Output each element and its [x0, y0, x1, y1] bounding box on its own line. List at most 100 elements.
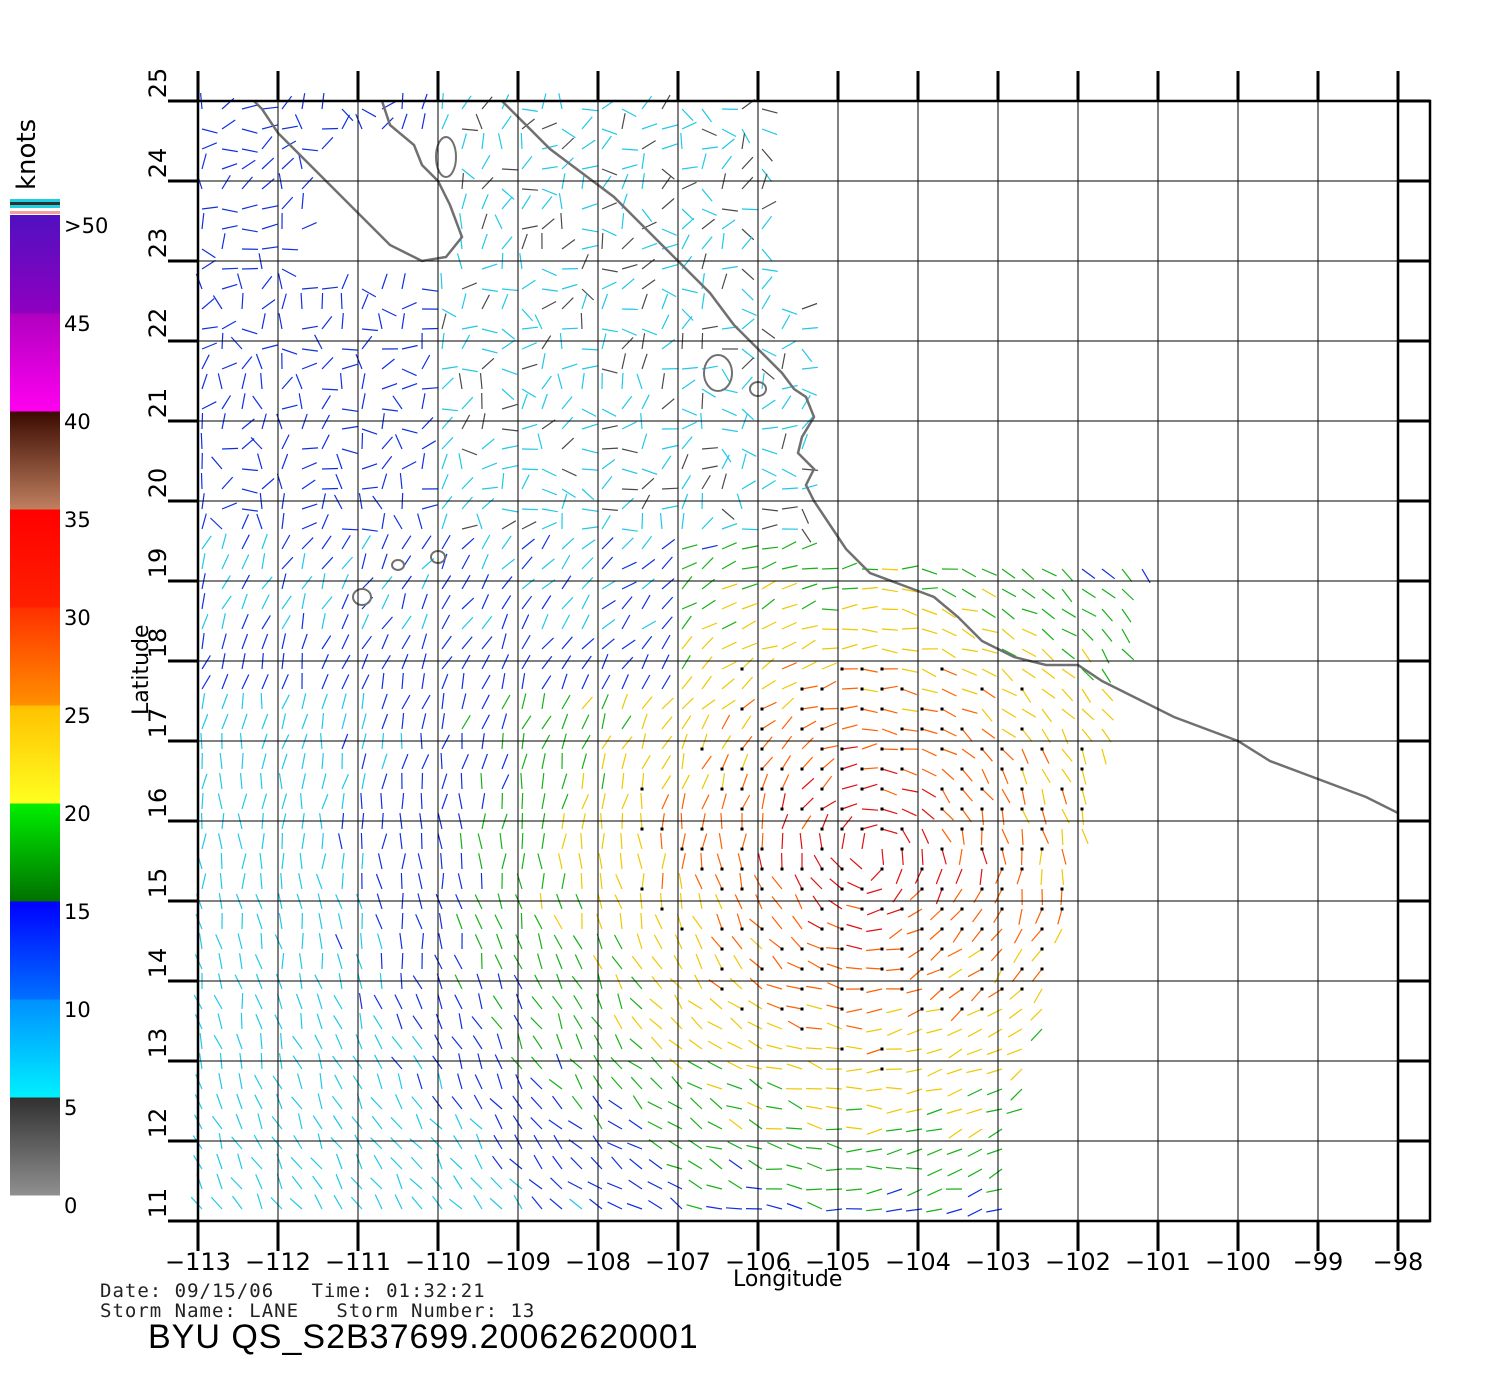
colorbar-cap: [10, 202, 60, 205]
wind-vector: [821, 567, 839, 570]
wind-vector: [314, 334, 323, 350]
wind-vector: [866, 1088, 883, 1092]
wind-vector: [714, 954, 723, 970]
wind-vector: [781, 582, 798, 590]
wind-vector: [826, 1168, 843, 1172]
wind-vector: [581, 773, 585, 790]
wind-vector: [421, 772, 424, 790]
wind-vector: [458, 453, 463, 470]
wind-vector: [381, 117, 394, 130]
wind-vector: [601, 368, 618, 374]
wind-vector: [581, 557, 594, 570]
rain-flag: [740, 887, 744, 891]
wind-vector: [341, 693, 347, 710]
colorbar-cap: [10, 205, 60, 208]
wind-vector: [501, 428, 518, 432]
wind-vector: [986, 1148, 1003, 1155]
wind-vector: [437, 1073, 443, 1090]
wind-vector: [537, 933, 543, 950]
rain-flag: [760, 747, 764, 751]
wind-vector: [1021, 608, 1038, 615]
rain-flag: [680, 847, 684, 851]
wind-vector: [641, 328, 658, 336]
wind-vector: [861, 783, 878, 790]
wind-vector: [321, 535, 332, 550]
wind-vector: [250, 1156, 263, 1170]
wind-vector: [201, 342, 218, 350]
wind-vector: [821, 608, 839, 611]
wind-vector: [341, 528, 359, 531]
rain-flag: [860, 827, 864, 831]
wind-vector: [1101, 708, 1114, 721]
wind-vector: [255, 1013, 263, 1030]
wind-vector: [669, 977, 683, 990]
wind-vector: [601, 773, 606, 790]
wind-vector: [316, 1013, 323, 1030]
wind-vector: [321, 613, 326, 630]
wind-vector: [541, 558, 555, 570]
wind-vector: [221, 225, 238, 230]
wind-vector: [375, 873, 383, 890]
wind-vector: [241, 574, 251, 590]
wind-vector: [300, 793, 303, 810]
wind-vector: [213, 1034, 223, 1050]
wind-vector: [291, 1175, 303, 1190]
wind-vector: [761, 479, 776, 490]
wind-vector: [481, 176, 494, 190]
wind-vector: [941, 808, 954, 821]
wind-vector: [301, 325, 318, 330]
wind-vector: [749, 958, 763, 970]
wind-vector: [351, 1116, 363, 1130]
wind-vector: [761, 215, 773, 230]
wind-vector: [221, 320, 237, 330]
wind-vector: [461, 282, 478, 290]
wind-vector: [574, 1074, 583, 1090]
wind-vector: [694, 974, 703, 990]
wind-vector: [537, 953, 543, 970]
wind-vector: [650, 1036, 663, 1050]
wind-vector: [337, 913, 343, 930]
wind-vector: [941, 728, 957, 737]
wind-vector: [280, 1033, 283, 1050]
wind-vector: [201, 873, 207, 890]
wind-vector: [521, 634, 531, 650]
wind-vector: [587, 1181, 603, 1190]
wind-vector: [318, 933, 323, 950]
wind-vector: [841, 587, 859, 590]
wind-vector: [1021, 788, 1026, 805]
wind-vector: [355, 1153, 363, 1170]
wind-vector: [541, 522, 557, 530]
wind-vector: [766, 1105, 783, 1110]
wind-vector: [458, 1013, 463, 1030]
wind-vector: [501, 293, 509, 310]
wind-vector: [711, 936, 723, 950]
wind-vector: [988, 988, 1003, 998]
wind-vector: [1061, 728, 1069, 745]
wind-vector: [332, 1055, 343, 1070]
wind-vector: [237, 833, 243, 850]
wind-vector: [274, 934, 283, 950]
rain-flag: [760, 767, 764, 771]
wind-vector: [761, 373, 765, 390]
wind-vector: [721, 208, 738, 212]
wind-vector: [621, 537, 634, 550]
wind-vector: [239, 953, 243, 970]
wind-vector: [261, 223, 278, 230]
wind-vector: [681, 697, 694, 710]
wind-vector: [641, 754, 651, 770]
wind-vector: [1081, 628, 1094, 641]
wind-vector: [301, 553, 306, 570]
wind-vector: [981, 768, 990, 784]
wind-vector: [747, 1021, 763, 1030]
wind-vector: [541, 218, 555, 230]
wind-vector: [701, 675, 712, 690]
wind-vector: [239, 773, 243, 790]
wind-vector: [601, 735, 612, 750]
wind-vector: [861, 586, 878, 590]
wind-vector: [907, 908, 923, 918]
wind-vector: [473, 1194, 483, 1210]
wind-vector: [261, 553, 266, 570]
wind-vector: [301, 287, 318, 290]
wind-vector: [967, 1188, 983, 1198]
wind-vector: [621, 736, 633, 750]
